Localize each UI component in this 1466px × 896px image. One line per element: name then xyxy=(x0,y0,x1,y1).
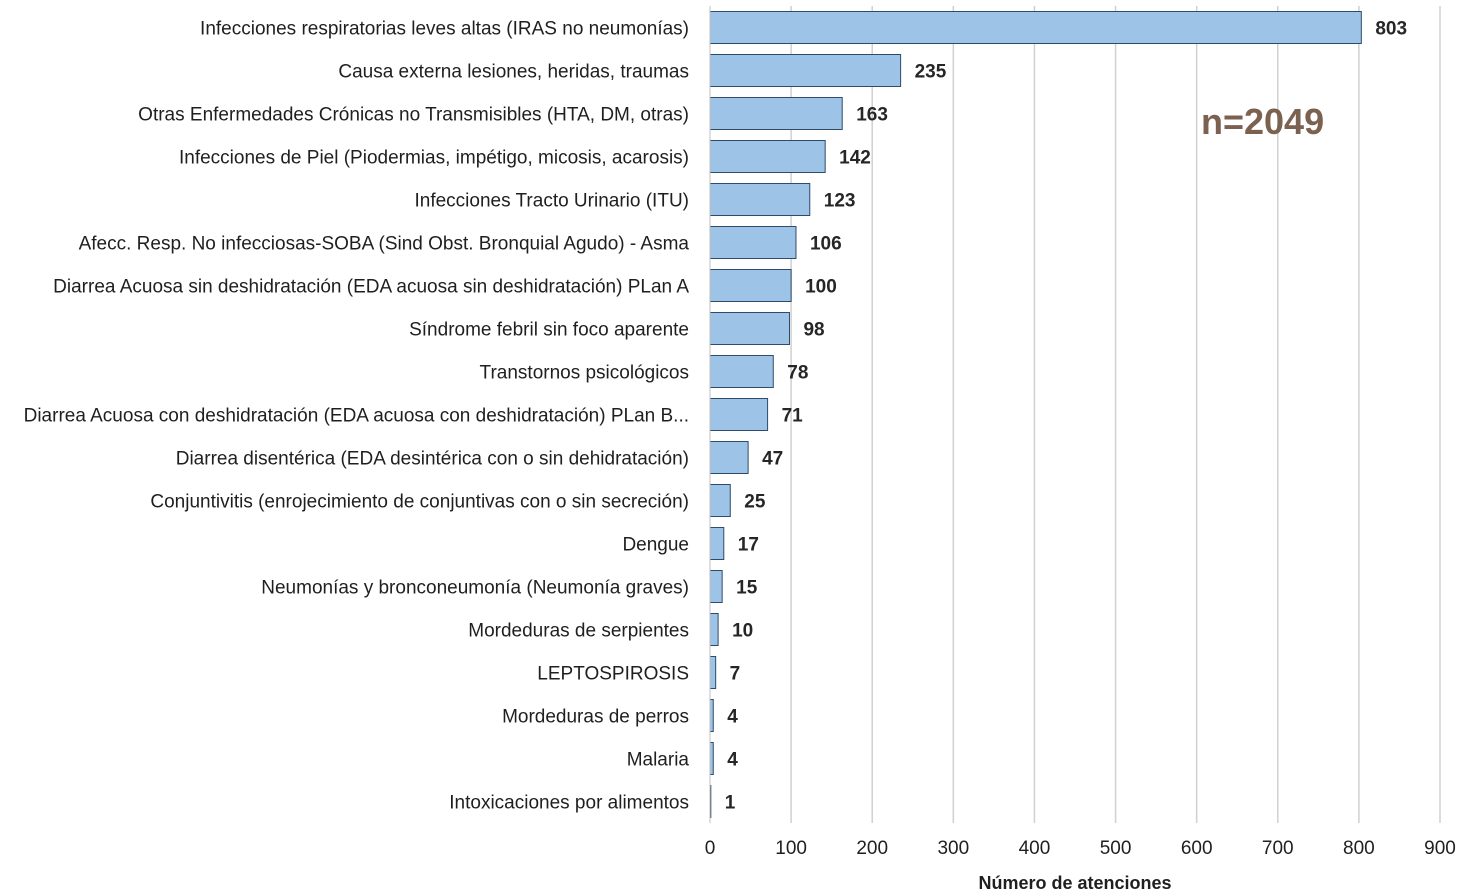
x-tick-label: 0 xyxy=(705,838,716,859)
bar xyxy=(709,226,797,259)
x-tick-label: 300 xyxy=(937,838,969,859)
value-label: 106 xyxy=(810,234,842,255)
category-label: Transtornos psicológicos xyxy=(480,363,689,384)
value-label: 71 xyxy=(782,406,804,427)
bar xyxy=(709,656,717,689)
gridlines xyxy=(790,6,1441,823)
x-axis-title: Número de atenciones xyxy=(978,873,1171,893)
value-label: 98 xyxy=(803,320,824,341)
x-tick-label: 700 xyxy=(1262,838,1294,859)
category-label: Mordeduras de serpientes xyxy=(468,621,689,642)
bars xyxy=(709,11,1362,818)
x-tick-label: 600 xyxy=(1181,838,1213,859)
value-label: 142 xyxy=(839,148,871,169)
bar xyxy=(709,269,792,302)
category-label: Infecciones Tracto Urinario (ITU) xyxy=(414,191,689,212)
bar xyxy=(709,183,811,216)
x-tick-label: 500 xyxy=(1100,838,1132,859)
x-tick-label: 200 xyxy=(856,838,888,859)
category-label: LEPTOSPIROSIS xyxy=(537,664,689,685)
x-tick-label: 100 xyxy=(775,838,807,859)
category-label: Neumonías y bronconeumonía (Neumonía gra… xyxy=(261,578,689,599)
sample-size-annotation: n=2049 xyxy=(1201,101,1324,142)
value-label: 803 xyxy=(1375,19,1407,40)
value-label: 25 xyxy=(744,492,766,513)
x-tick-label: 900 xyxy=(1424,838,1456,859)
x-tick-labels: 0 100 200 300 400 500 600 700 800 900 xyxy=(705,838,1456,859)
bar xyxy=(709,140,826,173)
category-label: Malaria xyxy=(627,750,690,771)
x-tick-label: 800 xyxy=(1343,838,1375,859)
bar xyxy=(709,484,731,517)
value-label: 4 xyxy=(727,750,738,771)
bar xyxy=(709,527,725,560)
category-label: Intoxicaciones por alimentos xyxy=(449,793,689,814)
category-label: Infecciones respiratorias leves altas (I… xyxy=(200,19,689,40)
value-label: 123 xyxy=(824,191,856,212)
bar xyxy=(709,54,902,87)
bar xyxy=(709,398,769,431)
category-labels: Infecciones respiratorias leves altas (I… xyxy=(24,19,690,814)
category-label: Infecciones de Piel (Piodermias, impétig… xyxy=(179,148,689,169)
category-label: Afecc. Resp. No infecciosas-SOBA (Sind O… xyxy=(79,234,690,255)
category-label: Diarrea Acuosa sin deshidratación (EDA a… xyxy=(53,277,689,298)
value-label: 1 xyxy=(725,793,736,814)
value-label: 17 xyxy=(738,535,759,556)
category-label: Otras Enfermedades Crónicas no Transmisi… xyxy=(138,105,689,126)
bar xyxy=(709,11,1362,44)
bar xyxy=(709,312,790,345)
value-label: 78 xyxy=(787,363,808,384)
bar xyxy=(709,97,843,130)
bar xyxy=(709,570,723,603)
x-tick-label: 400 xyxy=(1019,838,1051,859)
bar xyxy=(709,355,774,388)
category-label: Dengue xyxy=(622,535,689,556)
category-label: Mordeduras de perros xyxy=(502,707,689,728)
value-label: 163 xyxy=(856,105,888,126)
category-label: Diarrea Acuosa con deshidratación (EDA a… xyxy=(24,406,689,427)
value-label: 47 xyxy=(762,449,783,470)
bar xyxy=(709,441,749,474)
category-label: Síndrome febril sin foco aparente xyxy=(409,320,689,341)
value-label: 10 xyxy=(732,621,753,642)
value-label: 7 xyxy=(730,664,741,685)
value-label: 4 xyxy=(727,707,738,728)
category-label: Causa externa lesiones, heridas, traumas xyxy=(338,62,689,83)
category-label: Conjuntivitis (enrojecimiento de conjunt… xyxy=(150,492,689,513)
category-label: Diarrea disentérica (EDA desintérica con… xyxy=(176,449,689,470)
bar xyxy=(709,613,719,646)
value-label: 15 xyxy=(736,578,758,599)
value-labels: 803 235 163 142 123 106 100 98 78 71 47 25 17 15 10 7 4 4… xyxy=(725,19,1407,814)
value-label: 100 xyxy=(805,277,837,298)
value-label: 235 xyxy=(915,62,947,83)
